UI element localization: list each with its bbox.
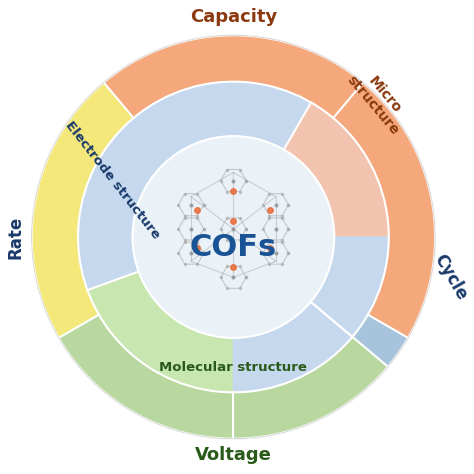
Polygon shape (233, 315, 408, 439)
Text: Micro
structure: Micro structure (344, 62, 414, 137)
Polygon shape (233, 302, 352, 392)
Polygon shape (87, 272, 352, 392)
Text: COFs: COFs (190, 233, 277, 262)
Text: Rate: Rate (7, 215, 25, 259)
Polygon shape (333, 82, 435, 338)
Polygon shape (32, 82, 134, 338)
Text: Voltage: Voltage (195, 446, 272, 464)
Text: Capacity: Capacity (190, 8, 277, 26)
Polygon shape (104, 35, 363, 118)
Circle shape (133, 136, 334, 338)
Text: Cycle: Cycle (430, 251, 471, 303)
Polygon shape (59, 315, 388, 439)
Polygon shape (310, 237, 389, 337)
Polygon shape (284, 102, 389, 337)
Text: Molecular structure: Molecular structure (159, 361, 307, 374)
Text: Electrode structure: Electrode structure (63, 119, 162, 242)
Polygon shape (78, 82, 311, 290)
